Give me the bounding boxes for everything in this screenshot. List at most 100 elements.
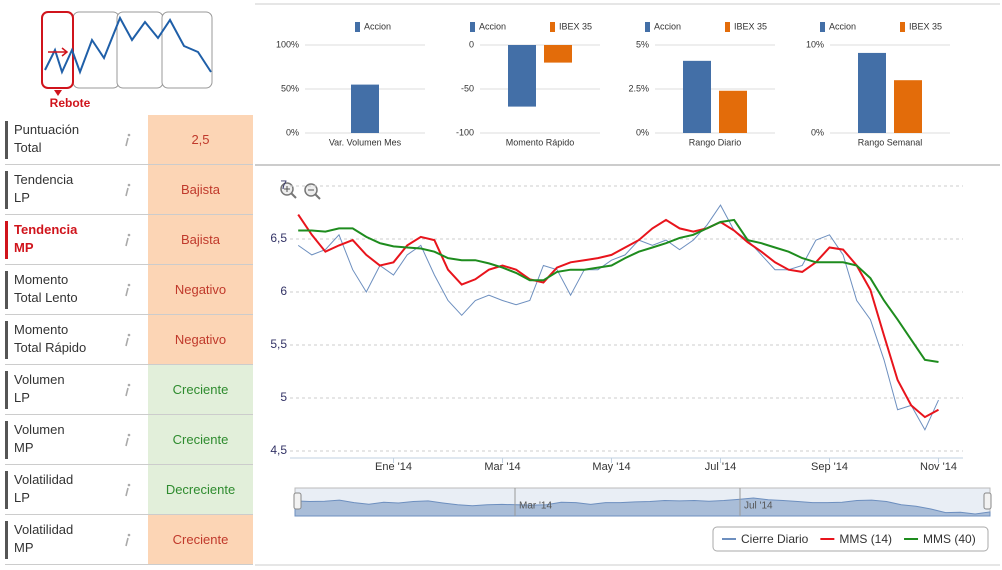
y-tick-label: 5,5 xyxy=(270,337,287,351)
score-row: Volumen MP Creciente xyxy=(5,415,253,465)
score-row: Momento Total Lento Negativo xyxy=(5,265,253,315)
info-icon[interactable] xyxy=(123,383,133,397)
score-row: Volumen LP Creciente xyxy=(5,365,253,415)
label-line: MP xyxy=(14,440,34,455)
bar xyxy=(719,90,747,133)
score-label: Volumen MP xyxy=(5,421,144,459)
category-label: Rango Semanal xyxy=(858,137,923,147)
score-label: Momento Total Rápido xyxy=(5,321,144,359)
legend: Cierre Diario MMS (14) MMS (40) xyxy=(712,526,989,552)
category-label: Var. Volumen Mes xyxy=(329,137,402,147)
y-tick-label: 0% xyxy=(811,127,824,137)
logo-label: Rebote xyxy=(50,96,91,110)
score-row: Volatilidad MP Creciente xyxy=(5,515,253,565)
score-label: Volatilidad MP xyxy=(5,521,144,559)
y-tick-label: 10% xyxy=(806,39,824,49)
zoom-out[interactable] xyxy=(304,183,321,200)
info-dot xyxy=(127,183,131,187)
x-tick-label: May '14 xyxy=(592,461,630,473)
score-label: Volumen LP xyxy=(5,371,144,409)
label-line: Total Rápido xyxy=(14,340,87,355)
score-row: Momento Total Rápido Negativo xyxy=(5,315,253,365)
category-label: Momento Rápido xyxy=(506,137,575,147)
bar xyxy=(508,45,536,107)
label-line: Volatilidad xyxy=(14,472,74,487)
legend-swatch xyxy=(645,22,650,32)
category-label: Rango Diario xyxy=(689,137,742,147)
y-tick-label: 6 xyxy=(280,284,287,298)
info-icon[interactable] xyxy=(123,333,133,347)
x-tick-label: Sep '14 xyxy=(811,461,848,473)
legend-swatch xyxy=(900,22,905,32)
info-stem xyxy=(125,337,129,347)
legend-swatch xyxy=(470,22,475,32)
legend-label: Accion xyxy=(829,21,856,31)
info-stem xyxy=(125,237,129,247)
legend-label: IBEX 35 xyxy=(559,21,592,31)
info-dot xyxy=(127,233,131,237)
info-icon[interactable] xyxy=(123,483,133,497)
legend-swatch xyxy=(725,22,730,32)
legend-swatch xyxy=(550,22,555,32)
score-value: Decreciente xyxy=(148,465,253,514)
line-series xyxy=(297,214,939,419)
legend-label: IBEX 35 xyxy=(734,21,767,31)
info-icon[interactable] xyxy=(123,183,133,197)
score-value: Creciente xyxy=(148,365,253,414)
legend-swatch xyxy=(355,22,360,32)
info-dot xyxy=(127,483,131,487)
score-label: Tendencia LP xyxy=(5,171,144,209)
label-line: LP xyxy=(14,190,30,205)
label-line: LP xyxy=(14,490,30,505)
info-dot xyxy=(127,433,131,437)
score-label: Volatilidad LP xyxy=(5,471,144,509)
info-icon[interactable] xyxy=(123,433,133,447)
label-line: MP xyxy=(14,540,34,555)
y-tick-label: 4,5 xyxy=(270,443,287,457)
label-line: LP xyxy=(14,390,30,405)
info-stem xyxy=(125,387,129,397)
y-tick-label: 0% xyxy=(286,127,299,137)
score-row: Tendencia LP Bajista xyxy=(5,165,253,215)
legend-label: Accion xyxy=(479,21,506,31)
legend-swatch xyxy=(820,22,825,32)
y-tick-label: -100 xyxy=(456,127,474,137)
score-row: Volatilidad LP Decreciente xyxy=(5,465,253,515)
navigator-handle xyxy=(983,492,992,510)
info-stem xyxy=(125,187,129,197)
y-tick-label: 6,5 xyxy=(270,231,287,245)
info-stem xyxy=(125,137,129,147)
line-series xyxy=(298,218,939,363)
score-value: Creciente xyxy=(148,415,253,464)
legend-label: Accion xyxy=(654,21,681,31)
info-icon[interactable] xyxy=(123,133,133,147)
score-label: Tendencia MP xyxy=(5,221,144,259)
score-value: Bajista xyxy=(148,165,253,214)
info-icon[interactable] xyxy=(123,533,133,547)
legend-label: Accion xyxy=(364,21,391,31)
score-value: Negativo xyxy=(148,315,253,364)
y-tick-label: -50 xyxy=(461,83,474,93)
score-label: Momento Total Lento xyxy=(5,271,144,309)
score-value: Negativo xyxy=(148,265,253,314)
legend-label: Cierre Diario xyxy=(741,532,809,546)
label-line: Tendencia xyxy=(14,222,78,237)
label-line: MP xyxy=(14,240,34,255)
navigator-handle xyxy=(293,492,302,510)
info-icon[interactable] xyxy=(123,233,133,247)
line-series xyxy=(297,204,939,431)
y-tick-label: 0% xyxy=(636,127,649,137)
score-value: Bajista xyxy=(148,215,253,264)
y-tick-label: 2.5% xyxy=(628,83,649,93)
bar xyxy=(683,60,711,134)
score-value: Creciente xyxy=(148,515,253,564)
info-icon[interactable] xyxy=(123,283,133,297)
score-row: Puntuación Total 2,5 xyxy=(5,115,253,165)
label-line: Tendencia xyxy=(14,172,74,187)
info-dot xyxy=(127,383,131,387)
legend-label: MMS (40) xyxy=(923,532,976,546)
x-tick-label: Ene '14 xyxy=(375,461,412,473)
navigator-label: Jul '14 xyxy=(744,501,773,512)
